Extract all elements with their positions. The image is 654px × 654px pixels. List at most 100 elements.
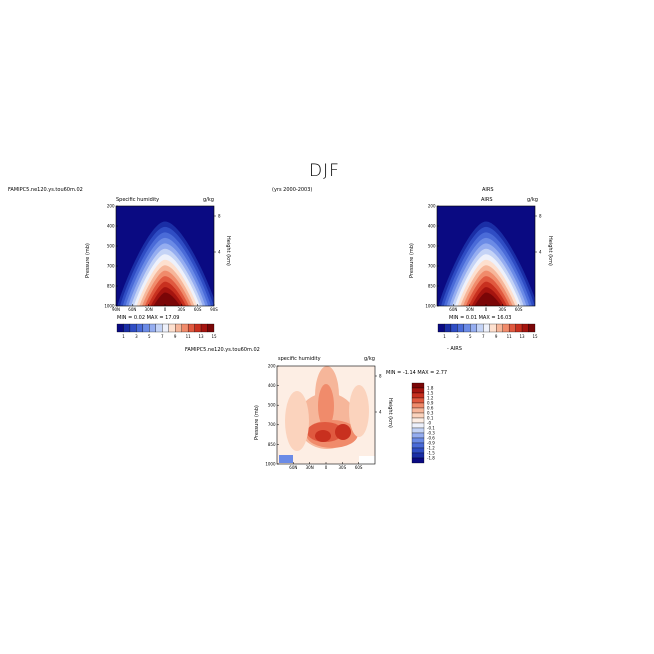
cb3-swatch xyxy=(411,412,425,419)
cb3-swatch xyxy=(411,397,425,404)
cb1-swatch xyxy=(207,323,215,333)
cb3-swatch xyxy=(411,457,425,464)
years-label: (yrs 2000-2003) xyxy=(272,187,313,193)
cb3-tick-label: -1.5 xyxy=(427,450,435,455)
p2-ytick-label: 850 xyxy=(428,283,436,288)
cb2-tick-label: 15 xyxy=(532,334,538,339)
cb2-swatch xyxy=(470,323,477,333)
panel3-plot xyxy=(276,365,376,465)
panel1-stats: MIN = 0.02 MAX = 17.09 xyxy=(117,315,180,321)
cb3-tick-label: 0.6 xyxy=(427,405,434,410)
cb2-tick-label: 9 xyxy=(495,334,498,339)
p1-ytick-label: 500 xyxy=(107,243,115,248)
cb3-swatch xyxy=(411,442,425,449)
cb3-swatch xyxy=(411,407,425,414)
cb3-tick-label: 0.9 xyxy=(427,400,434,405)
cb2-swatch xyxy=(489,323,497,333)
panel3-stats: MIN = -1.14 MAX = 2.77 xyxy=(386,370,448,376)
cb1-swatch xyxy=(142,323,150,333)
cb1-swatch xyxy=(149,323,156,333)
cb2-swatch xyxy=(502,323,510,333)
cb3-swatch xyxy=(411,402,425,409)
negative-region xyxy=(279,455,293,463)
cb2-tick-label: 3 xyxy=(456,334,459,339)
p1-ytick-label: 1000 xyxy=(104,303,115,308)
cb1-tick-label: 5 xyxy=(148,334,151,339)
cb3-swatch xyxy=(411,432,425,439)
cb3-swatch xyxy=(411,427,425,434)
cb3-tick-label: -0.6 xyxy=(427,435,435,440)
p2-rtick-label: 4 xyxy=(539,249,542,254)
cb3-swatch xyxy=(411,417,425,424)
cb3-swatch xyxy=(411,447,425,454)
missing-region xyxy=(359,456,375,464)
p2-ytick-label: 1000 xyxy=(425,303,436,308)
contour-level xyxy=(474,292,502,306)
p1-xtick-label: 30S xyxy=(178,307,186,312)
cb3-tick-label: -0 xyxy=(427,420,431,425)
cb1-swatch xyxy=(175,323,182,333)
contour-blob xyxy=(318,384,334,428)
cb2-swatch xyxy=(528,323,536,333)
p2-rtick-label: 8 xyxy=(539,213,542,218)
cb1-tick-label: 3 xyxy=(135,334,138,339)
cb1-swatch xyxy=(162,323,169,333)
cb1-swatch xyxy=(187,323,195,333)
p2-ytick-label: 500 xyxy=(428,243,436,248)
p1-xtick-label: 30N xyxy=(145,307,153,312)
cb2-swatch xyxy=(476,323,484,333)
panel1-plot xyxy=(115,205,215,307)
cb3-tick-label: -0.3 xyxy=(427,430,435,435)
cb2-swatch xyxy=(508,323,516,333)
p3-rtick-label: 4 xyxy=(379,409,382,414)
panel3-title: specific humidity xyxy=(278,356,321,362)
cb3-swatch xyxy=(411,387,425,394)
p3-ytick-label: 400 xyxy=(268,383,276,388)
p2-xtick-label: 0 xyxy=(485,307,488,312)
cb1-swatch xyxy=(123,323,131,333)
p1-xtick-label: 0 xyxy=(164,307,167,312)
contour-blob xyxy=(285,391,309,451)
p2-ytick-label: 400 xyxy=(428,223,436,228)
p2-xtick-label: 60N xyxy=(449,307,457,312)
cb1-swatch xyxy=(116,323,124,333)
colorbars: 1 3 5 7 9 11 13 15 1 3 5 7 9 11 13 151.81.51.20.90.60.3… xyxy=(116,323,538,464)
cb1-tick-label: 11 xyxy=(186,334,192,339)
cb1-swatch xyxy=(200,323,208,333)
cb3-swatch xyxy=(411,437,425,444)
cb3-tick-label: 1.5 xyxy=(427,390,434,395)
cb2-tick-label: 13 xyxy=(520,334,526,339)
p3-xtick-label: 30S xyxy=(339,465,347,470)
cb3-swatch xyxy=(411,392,425,399)
contour-blob xyxy=(335,424,351,440)
cb3-tick-label: -0.1 xyxy=(427,425,435,430)
panel1-units: g/kg xyxy=(203,197,214,203)
p1-xtick-label: 90N xyxy=(112,307,120,312)
cb3-tick-label: 1.8 xyxy=(427,385,434,390)
cb1-tick-label: 15 xyxy=(211,334,217,339)
cb1-tick-label: 9 xyxy=(174,334,177,339)
cb3-tick-label: -0.9 xyxy=(427,440,435,445)
cb3-swatch xyxy=(411,452,425,459)
p2-xtick-label: 30N xyxy=(466,307,474,312)
cb3-tick-label: 0.1 xyxy=(427,415,434,420)
p1-rtick-label: 8 xyxy=(218,213,221,218)
contour-blob xyxy=(315,430,331,442)
cb3-tick-label: 1.2 xyxy=(427,395,434,400)
contour-blob xyxy=(349,385,369,437)
cb2-swatch xyxy=(457,323,465,333)
cb1-tick-label: 13 xyxy=(199,334,205,339)
p2-xtick-label: 60S xyxy=(515,307,523,312)
p3-ytick-label: 850 xyxy=(268,442,276,447)
p3-xtick-label: 60S xyxy=(355,465,363,470)
cb1-swatch xyxy=(181,323,189,333)
p1-ytick-label: 200 xyxy=(107,203,115,208)
p3-ytick-label: 700 xyxy=(268,422,276,427)
cb2-swatch xyxy=(437,323,445,333)
model-case-label: FAMIPC5.ne120.ys.tou60m.02 xyxy=(8,187,83,193)
cb2-swatch xyxy=(450,323,458,333)
cb2-tick-label: 5 xyxy=(469,334,472,339)
cb1-swatch xyxy=(129,323,137,333)
p3-ytick-label: 1000 xyxy=(265,461,276,466)
